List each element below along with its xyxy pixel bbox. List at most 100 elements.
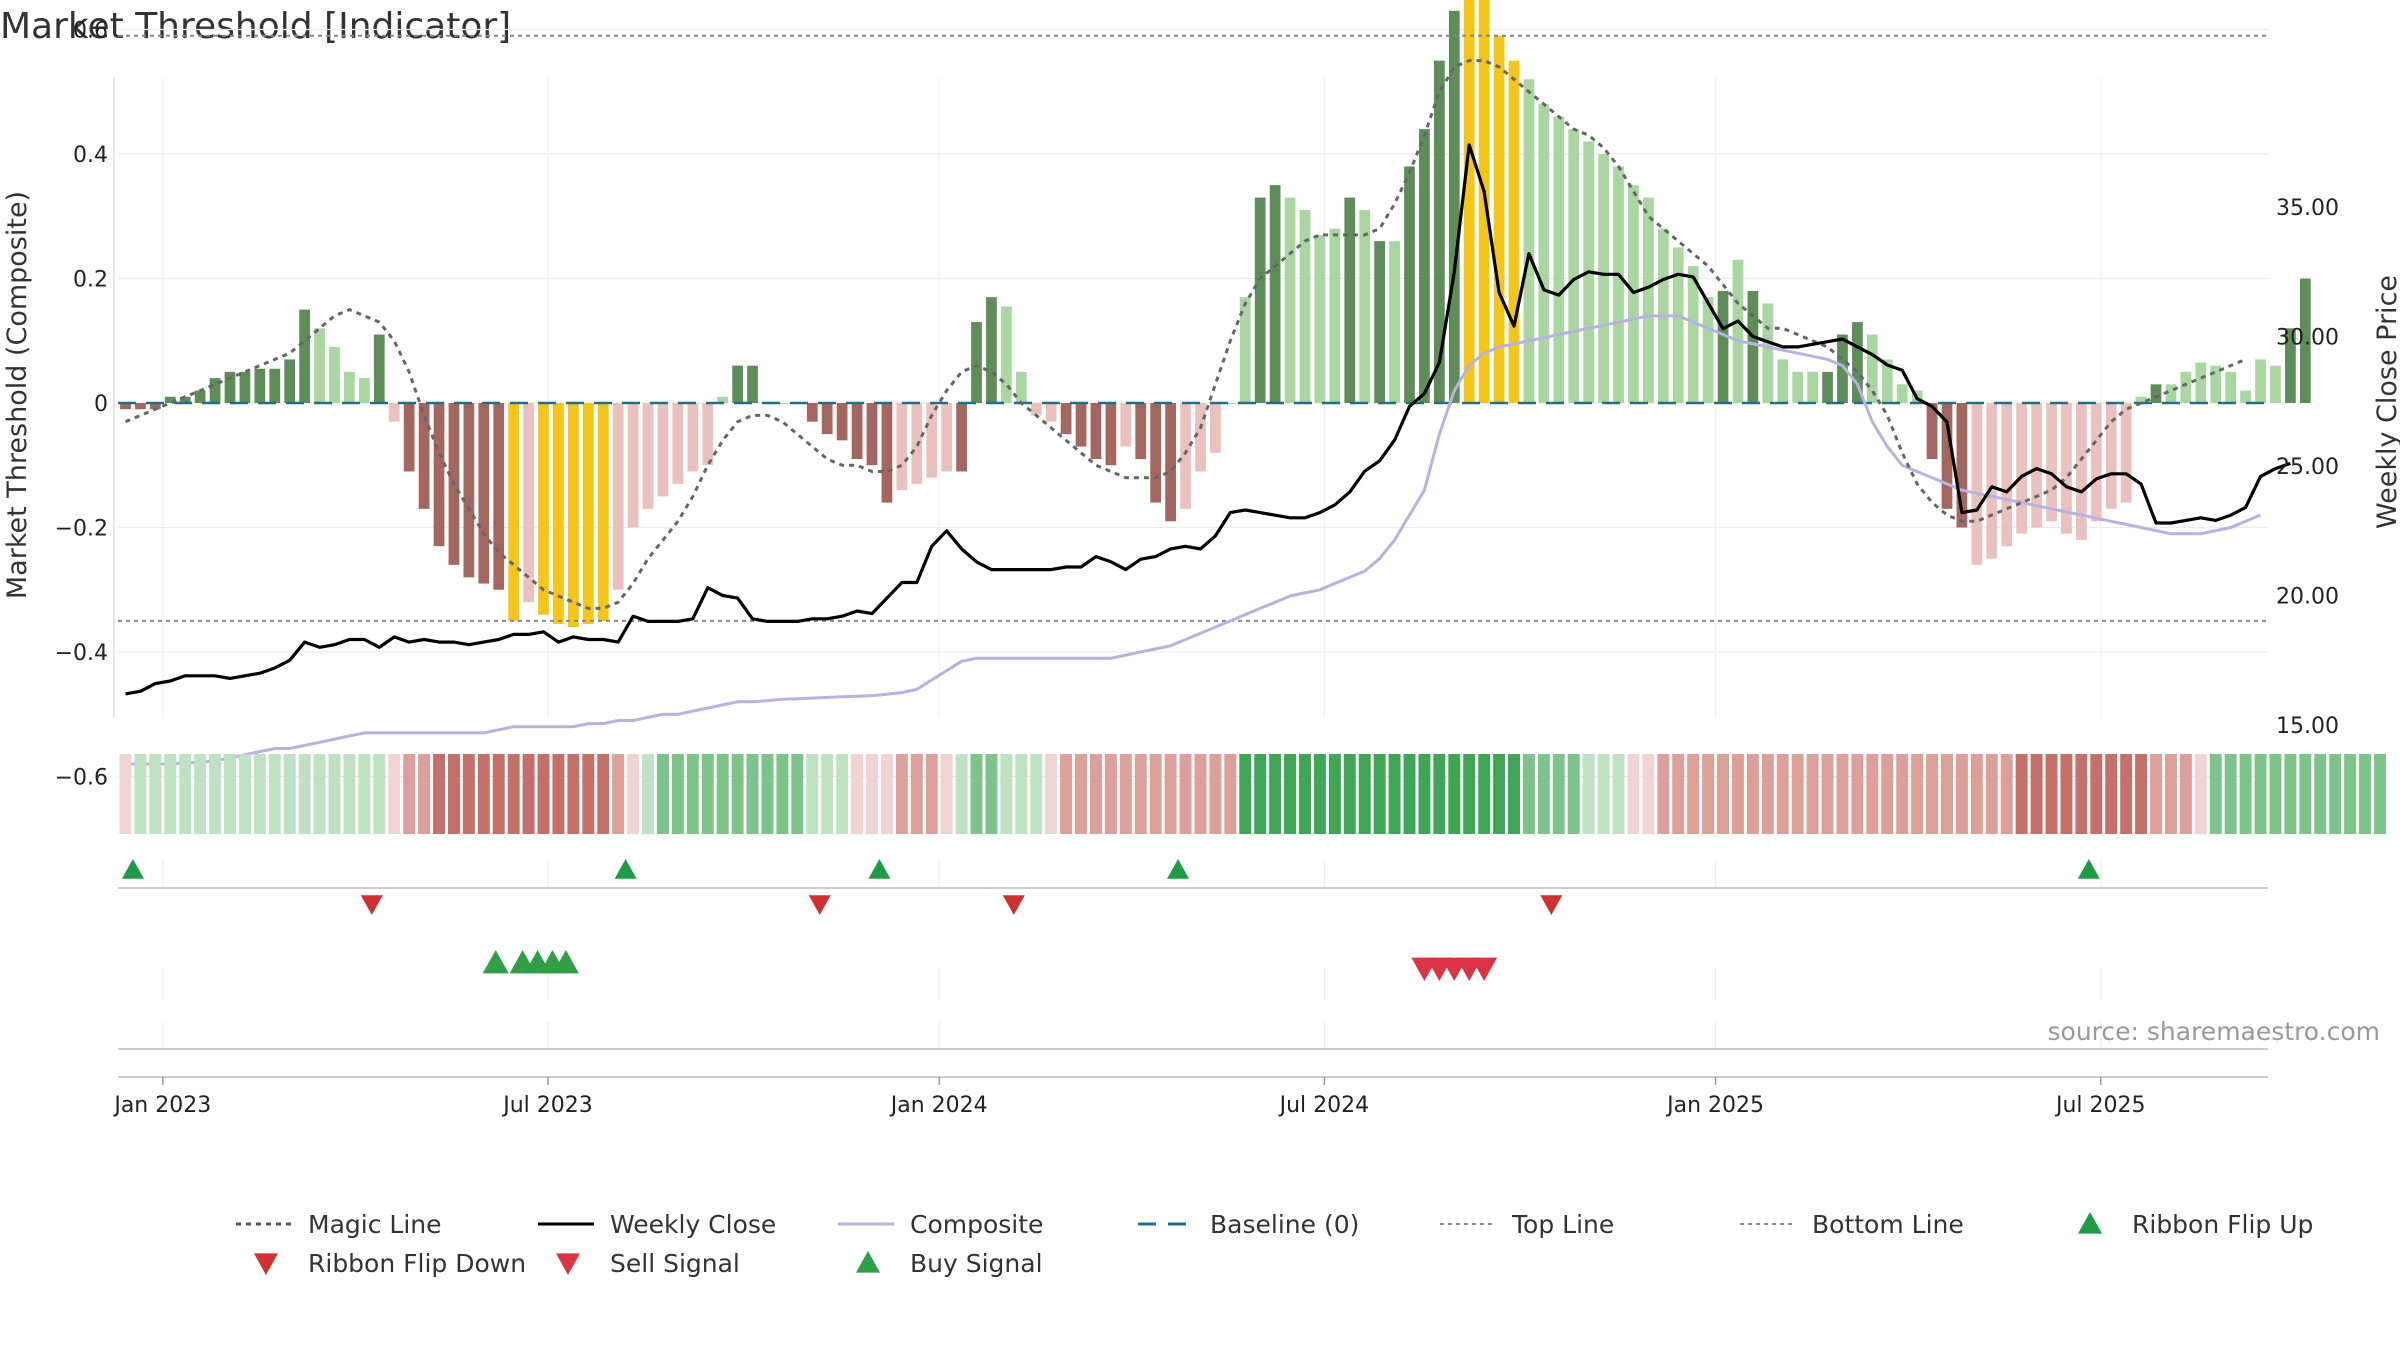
- ribbon-cell: [2075, 754, 2088, 834]
- legend-item: Magic Line: [236, 1210, 442, 1239]
- composite-bar: [135, 403, 146, 410]
- composite-bar: [1523, 79, 1535, 404]
- ribbon-cell: [1508, 754, 1520, 834]
- composite-bar: [1284, 197, 1296, 403]
- legend-label: Ribbon Flip Down: [308, 1249, 526, 1278]
- legend-label: Weekly Close: [610, 1210, 776, 1239]
- composite-bar: [1822, 371, 1833, 403]
- legend-label: Sell Signal: [610, 1249, 740, 1278]
- ribbon-cell: [537, 754, 550, 834]
- composite-bar: [299, 309, 311, 403]
- ribbon-cell: [119, 754, 132, 834]
- legend-item: Top Line: [1440, 1210, 1614, 1239]
- sell-signal-marker: [1471, 957, 1498, 981]
- composite-bar: [2210, 365, 2222, 403]
- composite-bar: [1852, 322, 1863, 403]
- composite-bar: [1493, 35, 1505, 403]
- ribbon-cell: [612, 754, 625, 834]
- ribbon-cell: [343, 754, 356, 834]
- composite-bar: [732, 365, 743, 403]
- ribbon-cell: [1821, 754, 1834, 834]
- ribbon-cell: [2164, 754, 2177, 834]
- ribbon-flip-up-marker: [2077, 859, 2100, 879]
- composite-bar: [1195, 403, 1206, 472]
- ribbon-cell: [1612, 754, 1625, 834]
- composite-bar: [538, 403, 549, 615]
- ribbon-cell: [2120, 754, 2133, 834]
- ribbon-cell: [1702, 754, 1715, 834]
- ribbon-cell: [910, 754, 923, 834]
- composite-bar: [1568, 129, 1580, 403]
- composite-bar: [194, 390, 206, 403]
- composite-bar: [1702, 297, 1714, 403]
- legend-symbol: [556, 1253, 580, 1275]
- composite-bar: [836, 403, 848, 441]
- composite-bar: [2165, 384, 2177, 403]
- composite-bar: [1986, 403, 1998, 559]
- ribbon-cell: [194, 754, 207, 834]
- ribbon-cell: [955, 754, 968, 834]
- ribbon-cell: [2030, 754, 2043, 834]
- ribbon-cell: [1896, 754, 1909, 834]
- composite-bar: [1389, 241, 1400, 403]
- ribbon-cell: [1761, 754, 1774, 834]
- composite-line: [125, 314, 2262, 766]
- ribbon-cell: [373, 754, 386, 834]
- composite-bar: [284, 359, 296, 403]
- composite-bar: [2240, 390, 2251, 403]
- composite-bar: [2105, 403, 2117, 509]
- composite-bar: [553, 403, 564, 624]
- legend-label: Ribbon Flip Up: [2132, 1210, 2313, 1239]
- y-tick-label-right: 20.00: [2276, 585, 2339, 610]
- composite-bar: [1807, 371, 1818, 403]
- ribbon-cell: [985, 754, 998, 834]
- ribbon-flip-up-marker: [121, 859, 144, 879]
- reference-lines: [118, 34, 2268, 622]
- composite-bar: [1135, 403, 1147, 460]
- ribbon-cell: [209, 754, 222, 834]
- ribbon-cell: [2254, 754, 2267, 834]
- ribbon-cell: [776, 754, 789, 834]
- legend-label: Top Line: [1511, 1210, 1614, 1239]
- ribbon-cell: [1851, 754, 1864, 834]
- composite-bar: [986, 297, 997, 403]
- composite-bar: [1433, 60, 1445, 403]
- ribbon-cell: [492, 754, 505, 834]
- ribbon-cell: [1164, 754, 1177, 834]
- composite-bar: [269, 368, 281, 403]
- composite-bar: [1180, 403, 1191, 509]
- ribbon-cell: [1985, 754, 1998, 834]
- ribbon-cell: [433, 754, 445, 834]
- ribbon-flip-up-marker: [1167, 859, 1190, 879]
- y-tick-label-left: 0.2: [73, 268, 108, 293]
- signal-markers: [118, 859, 2268, 1050]
- ribbon-cell: [1104, 754, 1117, 834]
- composite-bar: [971, 322, 982, 403]
- legend-item: Composite: [838, 1210, 1043, 1239]
- ribbon-cell: [597, 754, 610, 834]
- ribbon-cell: [2224, 754, 2237, 834]
- ribbon-cell: [1299, 754, 1311, 834]
- ribbon-cell: [552, 754, 565, 834]
- composite-bar: [1643, 197, 1654, 403]
- composite-bar: [433, 403, 445, 547]
- composite-bar: [1896, 384, 1908, 403]
- composite-bar: [1777, 359, 1789, 403]
- composite-bar: [2046, 403, 2057, 522]
- ribbon-cell: [1209, 754, 1222, 834]
- ribbon-flip-up-marker: [614, 859, 637, 879]
- ribbon-cell: [418, 754, 431, 834]
- ribbon-cell: [1030, 754, 1043, 834]
- ribbon-cell: [1672, 754, 1685, 834]
- ribbon-cell: [1597, 754, 1610, 834]
- ribbon-cell: [253, 754, 266, 834]
- y-tick-label-left: 0: [94, 392, 108, 417]
- ribbon-cell: [2299, 754, 2312, 834]
- ribbon-cell: [447, 754, 460, 834]
- legend-label: Baseline (0): [1210, 1210, 1359, 1239]
- legend-item: Weekly Close: [538, 1210, 776, 1239]
- ribbon-cell: [1388, 754, 1401, 834]
- ribbon-cell: [1881, 754, 1894, 834]
- composite-bar: [373, 334, 385, 403]
